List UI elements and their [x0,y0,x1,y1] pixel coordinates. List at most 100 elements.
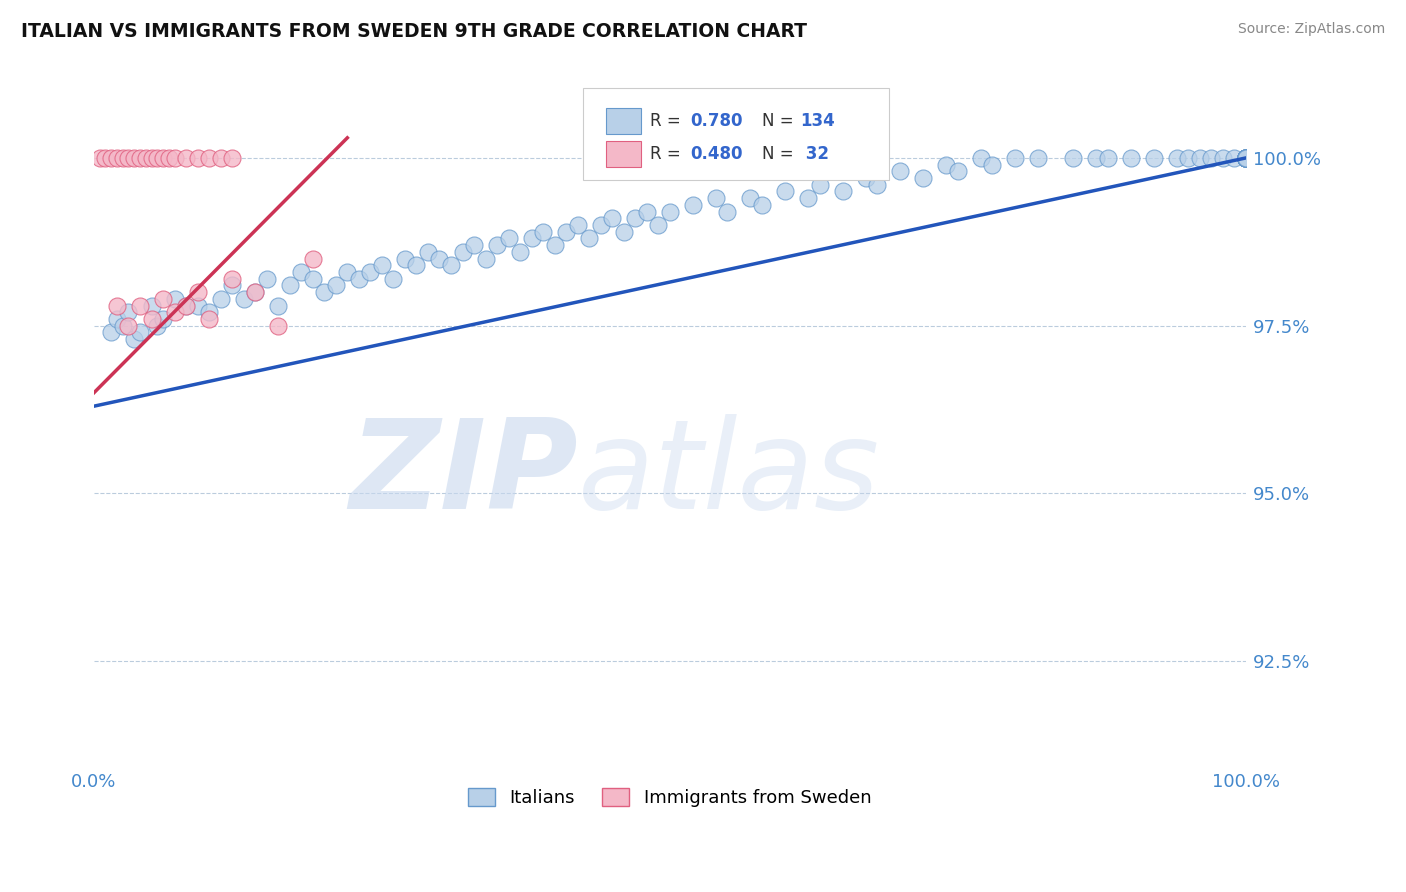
Point [1199,151,1222,165]
Point [1234,151,1257,165]
Point [394,252,416,266]
Point [624,211,647,226]
Point [474,252,496,266]
Point [1028,151,1050,165]
Point [187,151,209,165]
Point [117,305,139,319]
Legend: Italians, Immigrants from Sweden: Italians, Immigrants from Sweden [461,780,879,814]
Point [152,312,174,326]
Point [1234,151,1257,165]
Point [1234,151,1257,165]
Point [94,151,117,165]
Point [1234,151,1257,165]
Point [889,164,911,178]
Point [371,258,394,272]
Point [578,231,600,245]
Point [146,318,169,333]
Point [1234,151,1257,165]
Point [1234,151,1257,165]
Point [1234,151,1257,165]
Point [1142,151,1164,165]
Point [543,238,565,252]
Point [1234,151,1257,165]
Point [486,238,509,252]
Point [1166,151,1188,165]
Point [463,238,485,252]
Point [935,158,957,172]
Point [1234,151,1257,165]
Point [122,332,145,346]
Point [347,271,370,285]
Point [243,285,266,300]
Point [1085,151,1108,165]
Point [105,151,128,165]
Point [1234,151,1257,165]
Point [1234,151,1257,165]
Point [198,151,221,165]
Point [498,231,520,245]
Point [1223,151,1246,165]
Point [1234,151,1257,165]
Point [129,299,152,313]
Point [531,225,554,239]
Point [1234,151,1257,165]
Point [141,312,163,326]
Text: N =: N = [762,145,799,162]
Point [866,178,889,192]
Point [359,265,381,279]
Point [256,271,278,285]
Point [1234,151,1257,165]
Point [704,191,727,205]
Point [946,164,969,178]
Point [105,299,128,313]
Point [773,185,796,199]
Point [163,292,186,306]
FancyBboxPatch shape [583,87,889,180]
Point [1234,151,1257,165]
Point [163,151,186,165]
Point [1234,151,1257,165]
Point [1234,151,1257,165]
Text: N =: N = [762,112,799,129]
Point [187,285,209,300]
Point [1188,151,1211,165]
Point [1234,151,1257,165]
Point [187,299,209,313]
Point [751,198,773,212]
Point [198,312,221,326]
Point [100,151,122,165]
Point [509,244,531,259]
Point [1234,151,1257,165]
Point [429,252,451,266]
Point [1234,151,1257,165]
Point [301,271,323,285]
Point [221,278,243,293]
Point [970,151,993,165]
Point [1234,151,1257,165]
Text: ITALIAN VS IMMIGRANTS FROM SWEDEN 9TH GRADE CORRELATION CHART: ITALIAN VS IMMIGRANTS FROM SWEDEN 9TH GR… [21,22,807,41]
Point [682,198,704,212]
Point [89,151,111,165]
Point [1234,151,1257,165]
Point [1212,151,1234,165]
Point [174,151,197,165]
Point [808,178,831,192]
Text: atlas: atlas [578,414,880,535]
Point [129,151,152,165]
Point [1234,151,1257,165]
Point [152,151,174,165]
Point [613,225,636,239]
Point [141,299,163,313]
Point [555,225,578,239]
Point [1234,151,1257,165]
Point [831,185,853,199]
Point [1234,151,1257,165]
Point [1234,151,1257,165]
Point [111,151,134,165]
Point [636,204,658,219]
Point [325,278,347,293]
Point [267,318,290,333]
Point [1234,151,1257,165]
Point [146,151,169,165]
Bar [606,108,641,134]
